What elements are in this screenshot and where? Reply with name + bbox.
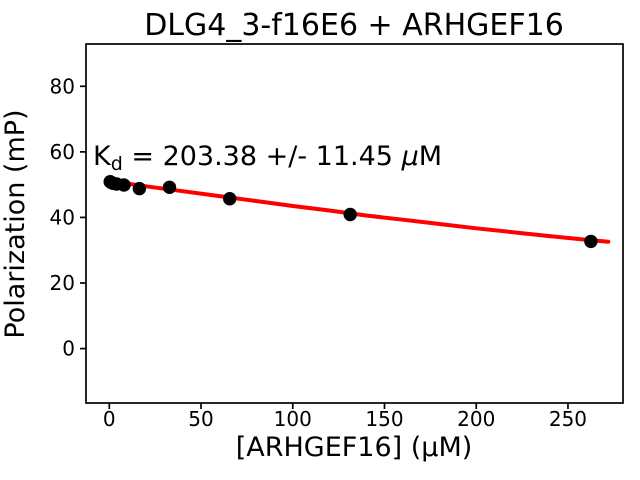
x-axis-label: [ARHGEF16] (μM) xyxy=(236,432,473,463)
y-tick-label: 60 xyxy=(50,140,75,164)
y-axis-label: Polarization (mP) xyxy=(0,109,31,338)
y-axis-ticks: 0 20 40 60 80 xyxy=(50,74,86,361)
kd-annotation-mu: μ xyxy=(401,141,419,172)
x-tick-label: 50 xyxy=(188,407,213,431)
kd-annotation-value: = 203.38 +/- 11.45 xyxy=(123,141,402,172)
x-tick-label: 200 xyxy=(457,407,495,431)
data-points-group xyxy=(103,175,598,249)
fit-curve-group xyxy=(107,179,611,244)
kd-annotation-subscript: d xyxy=(111,153,123,175)
chart-title: DLG4_3-f16E6 + ARHGEF16 xyxy=(144,8,564,43)
y-tick-label: 20 xyxy=(50,271,75,295)
fit-curve xyxy=(107,179,611,244)
plot-border xyxy=(85,43,624,404)
data-point xyxy=(132,181,147,196)
data-point xyxy=(223,192,237,206)
kd-annotation: Kd = 203.38 +/- 11.45 μM xyxy=(93,141,442,175)
x-axis-ticks: 0 50 100 150 200 250 xyxy=(103,403,587,431)
kd-annotation-k: K xyxy=(93,141,112,172)
data-point xyxy=(343,207,357,222)
data-point xyxy=(162,180,177,194)
y-tick-label: 80 xyxy=(50,74,75,98)
y-tick-label: 40 xyxy=(50,205,75,229)
data-point xyxy=(584,234,598,249)
y-tick-label: 0 xyxy=(62,337,75,361)
x-tick-label: 100 xyxy=(274,407,312,431)
data-point xyxy=(117,178,131,192)
kd-annotation-unit: M xyxy=(419,141,442,172)
x-tick-label: 150 xyxy=(365,407,403,431)
x-tick-label: 250 xyxy=(549,407,587,431)
x-tick-label: 0 xyxy=(103,407,116,431)
